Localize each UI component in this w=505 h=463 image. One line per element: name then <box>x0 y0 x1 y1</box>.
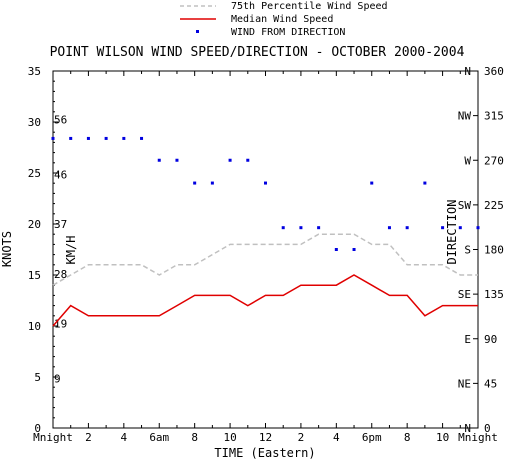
x-tick-label: 12 <box>259 431 272 444</box>
direction-marker <box>352 248 356 251</box>
direction-tick-label: 90 <box>484 333 497 346</box>
kmh-tick-label: 56 <box>54 114 67 127</box>
chart-title: POINT WILSON WIND SPEED/DIRECTION - OCTO… <box>50 45 465 60</box>
compass-tick-label: E <box>464 333 471 346</box>
knots-tick-label: 30 <box>28 116 41 129</box>
compass-tick-label: NE <box>458 377 471 390</box>
y-axis-title-direction: DIRECTION <box>445 199 459 264</box>
axis-ticks <box>52 70 479 429</box>
kmh-tick-label: 37 <box>54 218 67 231</box>
direction-tick-label: 315 <box>484 110 504 123</box>
compass-tick-label: NW <box>458 110 472 123</box>
kmh-axis-tick-labels: 9 19 28 37 46 56 <box>54 114 67 386</box>
direction-marker <box>405 226 409 230</box>
compass-tick-label: SE <box>458 288 471 301</box>
direction-tick-label: 45 <box>484 377 497 390</box>
direction-marker <box>122 136 126 140</box>
direction-marker <box>299 226 303 230</box>
compass-tick-label: N <box>464 65 471 78</box>
p75-wind-speed-line <box>52 233 478 286</box>
direction-marker <box>317 226 321 230</box>
x-tick-label: 8 <box>404 431 411 444</box>
direction-marker <box>210 181 214 185</box>
x-tick-label: 4 <box>333 431 340 444</box>
direction-marker <box>370 181 374 185</box>
series-layer <box>51 136 480 327</box>
direction-tick-label: 360 <box>484 65 504 78</box>
compass-tick-label: S <box>464 244 471 257</box>
kmh-tick-label: 9 <box>54 372 61 385</box>
knots-tick-label: 0 <box>34 422 41 435</box>
x-tick-label: 8 <box>191 431 198 444</box>
direction-tick-label: 180 <box>484 244 504 257</box>
x-tick-label: Mnight <box>458 431 498 444</box>
direction-marker <box>458 226 462 230</box>
legend-swatch-direction <box>196 30 199 33</box>
direction-marker <box>423 181 427 185</box>
direction-marker <box>441 226 445 230</box>
knots-tick-label: 25 <box>28 167 41 180</box>
direction-marker <box>246 158 250 162</box>
direction-marker <box>140 136 144 140</box>
compass-tick-label: SW <box>458 199 472 212</box>
x-tick-label: 4 <box>121 431 128 444</box>
direction-marker <box>51 136 55 140</box>
x-tick-label: 10 <box>223 431 236 444</box>
legend-label-direction: WIND FROM DIRECTION <box>231 27 345 38</box>
direction-marker <box>264 181 267 185</box>
direction-marker <box>281 226 285 230</box>
x-tick-label: 6am <box>149 431 169 444</box>
direction-marker <box>334 248 338 251</box>
knots-tick-label: 35 <box>28 65 41 78</box>
direction-marker <box>104 136 108 140</box>
direction-marker <box>86 136 90 140</box>
compass-tick-label: N <box>464 422 471 435</box>
direction-marker <box>193 181 197 185</box>
knots-axis-tick-labels: 0 5 10 15 20 25 30 35 <box>28 65 41 435</box>
x-tick-label: 6pm <box>362 431 382 444</box>
direction-marker <box>228 158 232 162</box>
direction-tick-label: 225 <box>484 199 504 212</box>
median-wind-speed-line <box>52 274 478 327</box>
x-tick-label: 2 <box>85 431 92 444</box>
y-axis-title-kmh: KM/H <box>64 236 78 265</box>
direction-tick-label: 270 <box>484 154 504 167</box>
kmh-tick-label: 28 <box>54 268 67 281</box>
knots-tick-label: 10 <box>28 320 41 333</box>
compass-tick-label: W <box>464 154 471 167</box>
knots-tick-label: 20 <box>28 218 41 231</box>
x-axis-title: TIME (Eastern) <box>214 446 315 460</box>
knots-tick-label: 5 <box>34 371 41 384</box>
legend: 75th Percentile Wind Speed Median Wind S… <box>180 1 388 38</box>
direction-marker <box>476 226 480 230</box>
x-axis-tick-labels: Mnight 2 4 6am 8 10 12 2 4 6pm 8 10 Mnight <box>33 431 498 444</box>
knots-tick-label: 15 <box>28 269 41 282</box>
compass-tick-labels: N NE E SE S SW W NW N <box>458 65 472 435</box>
direction-tick-label: 0 <box>484 422 491 435</box>
direction-tick-label: 135 <box>484 288 504 301</box>
kmh-tick-label: 46 <box>54 169 67 182</box>
direction-marker <box>175 158 179 162</box>
direction-marker <box>387 226 391 230</box>
direction-marker <box>69 136 73 140</box>
legend-label-median: Median Wind Speed <box>231 14 333 25</box>
x-tick-label: 10 <box>436 431 449 444</box>
x-tick-label: Mnight <box>33 431 73 444</box>
plot-frame <box>52 70 479 429</box>
direction-marker <box>157 158 161 162</box>
x-tick-label: 2 <box>298 431 305 444</box>
kmh-tick-label: 19 <box>54 317 67 330</box>
direction-axis-tick-labels: 0 45 90 135 180 225 270 315 360 <box>484 65 504 435</box>
y-axis-title-knots: KNOTS <box>0 231 14 267</box>
legend-label-p75: 75th Percentile Wind Speed <box>231 1 388 12</box>
